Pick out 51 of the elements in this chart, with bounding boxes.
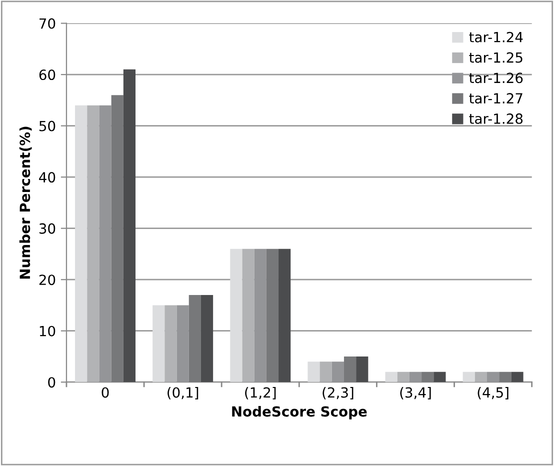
legend-label: tar-1.27	[469, 93, 522, 104]
y-tick-label: 60	[39, 70, 56, 80]
bar	[266, 248, 279, 382]
bar	[487, 372, 500, 382]
bar	[164, 305, 177, 382]
y-tick-label: 70	[40, 18, 56, 29]
x-axis-title: NodeScore Scope	[232, 406, 367, 420]
bar	[176, 305, 189, 382]
y-axis-title: Number Percent(%)	[19, 126, 32, 279]
bar	[123, 69, 136, 382]
bar	[308, 362, 320, 382]
bar	[188, 294, 201, 382]
bar	[320, 362, 332, 382]
bar	[344, 356, 356, 382]
x-tick-label: (3,4]	[400, 386, 431, 400]
legend-label: tar-1.26	[469, 72, 523, 84]
bar	[152, 305, 165, 382]
bar	[332, 362, 344, 382]
bar	[511, 372, 524, 382]
bar	[111, 95, 124, 382]
bar	[356, 356, 368, 382]
bar	[200, 294, 214, 382]
bar	[499, 372, 512, 382]
bar	[230, 248, 242, 382]
x-tick-label: (1,2]	[245, 386, 276, 400]
legend-label: tar-1.25	[469, 52, 522, 63]
bar	[75, 105, 88, 382]
bar	[242, 248, 254, 382]
x-tick-label: (2,3]	[322, 386, 354, 400]
y-tick-label: 10	[40, 326, 56, 336]
bar	[409, 372, 422, 382]
y-tick-label: 50	[39, 120, 56, 132]
bar	[254, 248, 266, 382]
x-tick-label: 0	[102, 387, 109, 398]
bar	[434, 372, 446, 382]
bar	[87, 105, 100, 382]
bar	[99, 105, 112, 382]
y-tick-label: 40	[39, 172, 56, 183]
y-tick-label: 30	[39, 223, 56, 234]
y-tick-label: 20	[39, 274, 56, 286]
legend-label: tar-1.28	[469, 113, 523, 124]
legend-label: tar-1.24	[469, 32, 523, 42]
bar	[474, 372, 488, 382]
bar	[422, 372, 434, 382]
x-tick-label: (4,5]	[478, 386, 508, 400]
bar	[462, 372, 475, 382]
bar	[278, 248, 291, 382]
y-tick-label: 0	[48, 377, 56, 388]
bar	[385, 372, 398, 382]
bar	[397, 372, 410, 382]
x-tick-label: (0,1]	[168, 386, 198, 400]
